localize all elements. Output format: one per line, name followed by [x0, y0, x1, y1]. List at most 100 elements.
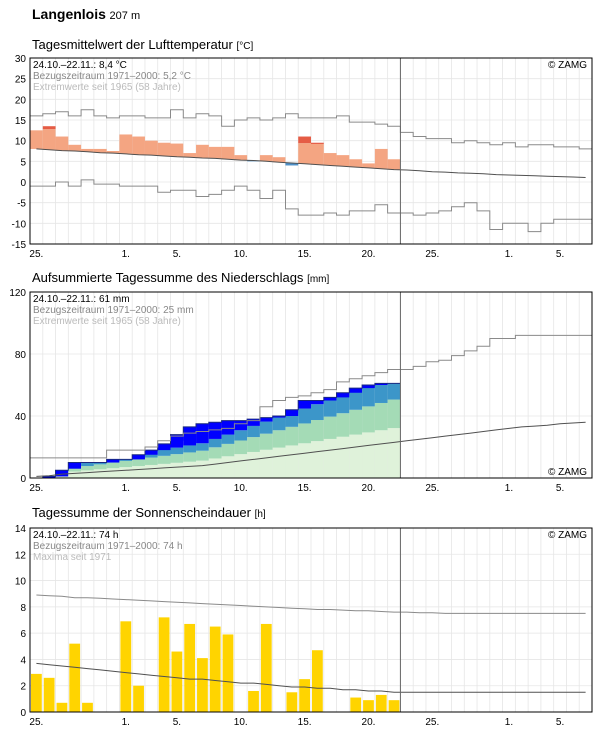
- sun-title-text: Tagessumme der Sonnenscheindauer: [32, 505, 251, 520]
- x-tick-label: 25.: [425, 249, 439, 260]
- temp-bar: [259, 155, 273, 162]
- precip-bar-high: [362, 386, 375, 407]
- x-tick-label: 10.: [234, 483, 248, 494]
- precip-bar-high: [311, 404, 324, 421]
- x-tick-label: 20.: [362, 717, 376, 728]
- y-tick-label: 25: [15, 75, 27, 86]
- precip-bar-high: [285, 412, 299, 427]
- precip-bar-mid: [196, 450, 209, 461]
- precip-bar-mid: [285, 426, 299, 446]
- precip-bar-mid: [144, 457, 158, 465]
- y-tick-label: 5: [20, 157, 26, 168]
- precip-daily-cap: [323, 397, 337, 401]
- x-tick-label: 1.: [122, 483, 130, 494]
- plot-border: [29, 57, 593, 245]
- precip-bar-mid: [349, 409, 363, 435]
- precip-bar-high: [93, 462, 107, 465]
- precip-daily-cap: [183, 426, 197, 434]
- precip-bar-high: [349, 391, 363, 410]
- legend-line-3: Extremwerte seit 1965 (58 Jahre): [33, 82, 181, 93]
- precip-bar-light: [336, 436, 350, 478]
- sunshine-bar: [260, 623, 272, 712]
- y-tick-label: 8: [20, 603, 26, 614]
- precip-bar-high: [221, 434, 235, 444]
- precip-title-text: Aufsummierte Tagessumme des Niederschlag…: [32, 270, 304, 285]
- sunshine-bar: [388, 700, 400, 712]
- sun-title-unit: [h]: [254, 509, 266, 520]
- temp-bar: [119, 134, 133, 154]
- legend-line-1: 24.10.–22.11.: 61 mm: [33, 294, 130, 305]
- precip-bar-high: [119, 459, 133, 461]
- precip-bar-light: [106, 468, 120, 478]
- sunshine-bar: [69, 643, 81, 712]
- sunshine-bar: [350, 697, 362, 712]
- sunshine-bar: [133, 685, 144, 712]
- y-tick-label: -5: [17, 199, 26, 210]
- x-tick-label: 5.: [173, 249, 181, 260]
- y-tick-label: 0: [20, 474, 26, 485]
- precip-daily-cap: [55, 470, 69, 477]
- precip-daily-cap: [170, 434, 184, 441]
- precip-daily-cap: [374, 383, 388, 385]
- copyright-text: © ZAMG: [548, 60, 587, 71]
- y-tick-label: 12: [15, 550, 27, 561]
- temp-bar: [362, 163, 375, 168]
- precip-bar-mid: [208, 447, 222, 459]
- temp-bar: [93, 148, 107, 153]
- temp-bar: [55, 136, 69, 151]
- sunshine-bar: [363, 700, 374, 712]
- legend-line-2: Bezugszeitraum 1971–2000: 5,2 °C: [33, 71, 191, 82]
- x-tick-label: 5.: [556, 249, 564, 260]
- precip-bar-top: [196, 423, 209, 444]
- temp-bar: [323, 153, 337, 166]
- precip-bar-mid: [106, 462, 120, 469]
- temp-bar: [311, 143, 324, 165]
- legend-line-3: Maxima seit 1971: [33, 552, 112, 563]
- x-tick-label: 20.: [362, 483, 376, 494]
- precip-daily-cap: [272, 416, 286, 418]
- temp-bar: [170, 143, 184, 157]
- precip-bar-high: [336, 395, 350, 414]
- precip-bar-light: [374, 430, 388, 478]
- sunshine-bar: [248, 690, 259, 712]
- precip-daily-cap: [106, 459, 120, 463]
- sunshine-bar: [43, 677, 55, 712]
- precip-bar-high: [183, 445, 197, 453]
- x-tick-label: 25.: [425, 717, 439, 728]
- precip-bar-mid: [68, 467, 82, 472]
- precip-bar-mid: [119, 460, 133, 468]
- precip-daily-cap: [336, 392, 350, 398]
- precip-daily-cap: [196, 423, 209, 427]
- temp-bar: [387, 159, 401, 170]
- precip-daily-cap: [68, 462, 82, 469]
- temp-bar: [221, 146, 235, 160]
- precip-daily-cap: [349, 388, 363, 393]
- x-tick-label: 1.: [122, 249, 130, 260]
- precip-bar-top: [234, 420, 248, 431]
- sunshine-bar: [82, 702, 93, 712]
- min-extreme-line: [30, 179, 592, 233]
- precip-bar-top: [221, 420, 235, 435]
- precip-bar-mid: [272, 430, 286, 448]
- x-tick-label: 5.: [173, 483, 181, 494]
- precip-bar-mid: [298, 423, 311, 444]
- precip-bar-top: [311, 400, 324, 405]
- y-tick-label: -15: [12, 240, 27, 251]
- x-tick-label: 10.: [234, 249, 248, 260]
- precip-daily-cap: [132, 454, 145, 460]
- y-tick-label: 2: [20, 682, 26, 693]
- y-tick-label: 30: [15, 54, 27, 65]
- x-tick-label: 5.: [556, 483, 564, 494]
- precip-bar-mid: [247, 437, 260, 452]
- precip-bar-mid: [336, 413, 350, 437]
- sunshine-bar: [197, 658, 208, 712]
- precip-bar-high: [323, 399, 337, 417]
- precip-bar-mid: [374, 402, 388, 431]
- precip-bar-high: [272, 417, 286, 431]
- temp-bar: [234, 155, 248, 161]
- legend-line-1: 24.10.–22.11.: 8,4 °C: [33, 60, 127, 71]
- y-tick-label: 10: [15, 137, 27, 148]
- precip-bar-high: [259, 421, 273, 434]
